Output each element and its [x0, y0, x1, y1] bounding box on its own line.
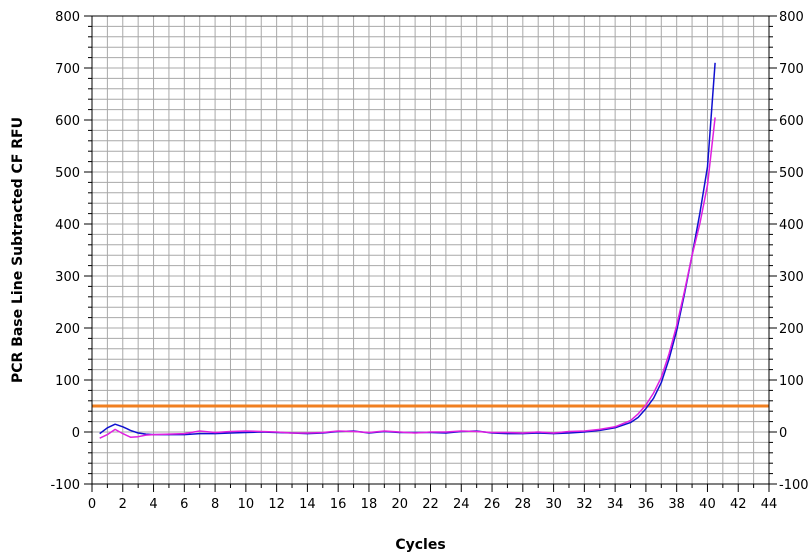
y-tick-label-right: 600 [779, 114, 804, 129]
x-tick-label: 24 [453, 497, 470, 512]
y-tick-label-left: 800 [55, 10, 80, 25]
y-tick-label-left: 0 [72, 426, 80, 441]
tick-labels-layer: 0 2 4 6 8 10 12 14 16 18 20 22 24 26 28 30 32 34 36 38 40 42 4… [50, 10, 808, 512]
x-tick-label: 30 [545, 497, 562, 512]
series-layer [99, 62, 716, 439]
x-tick-label: 32 [576, 497, 593, 512]
y-axis-title: PCR Base Line Subtracted CF RFU [10, 117, 26, 383]
x-tick-label: 36 [638, 497, 655, 512]
x-tick-label: 18 [361, 497, 378, 512]
y-tick-label-left: 700 [55, 62, 80, 77]
y-tick-label-left: 100 [55, 374, 80, 389]
x-tick-label: 4 [149, 497, 157, 512]
y-tick-label-right: 400 [779, 218, 804, 233]
y-tick-label-left: 400 [55, 218, 80, 233]
x-tick-label: 40 [699, 497, 716, 512]
y-tick-label-left: 300 [55, 270, 80, 285]
y-tick-label-right: 0 [779, 426, 787, 441]
x-tick-label: 28 [515, 497, 532, 512]
y-tick-label-left: 200 [55, 322, 80, 337]
x-tick-label: 2 [119, 497, 127, 512]
x-axis-title: Cycles [395, 537, 445, 553]
x-tick-label: 26 [484, 497, 501, 512]
y-tick-label-left: 600 [55, 114, 80, 129]
series-line-2 [99, 117, 716, 439]
x-tick-label: 22 [422, 497, 439, 512]
x-tick-label: 12 [268, 497, 285, 512]
x-tick-label: 34 [607, 497, 624, 512]
y-tick-label-right: 800 [779, 10, 804, 25]
y-tick-label-right: 200 [779, 322, 804, 337]
ticks-layer [84, 15, 777, 492]
x-tick-label: 16 [330, 497, 347, 512]
x-tick-label: 44 [761, 497, 778, 512]
y-tick-label-left: -100 [50, 478, 80, 493]
y-tick-label-left: 500 [55, 166, 80, 181]
y-tick-label-right: 300 [779, 270, 804, 285]
x-tick-label: 20 [391, 497, 408, 512]
x-tick-label: 14 [299, 497, 316, 512]
grid-layer [91, 15, 770, 485]
x-tick-label: 42 [730, 497, 747, 512]
y-tick-label-right: 700 [779, 62, 804, 77]
y-tick-label-right: 500 [779, 166, 804, 181]
x-tick-label: 38 [668, 497, 685, 512]
x-tick-label: 8 [211, 497, 219, 512]
y-tick-label-right: 100 [779, 374, 804, 389]
x-tick-label: 0 [88, 497, 96, 512]
x-tick-label: 10 [238, 497, 255, 512]
x-tick-label: 6 [180, 497, 188, 512]
series-line-1 [99, 62, 716, 436]
y-tick-label-right: -100 [779, 478, 809, 493]
